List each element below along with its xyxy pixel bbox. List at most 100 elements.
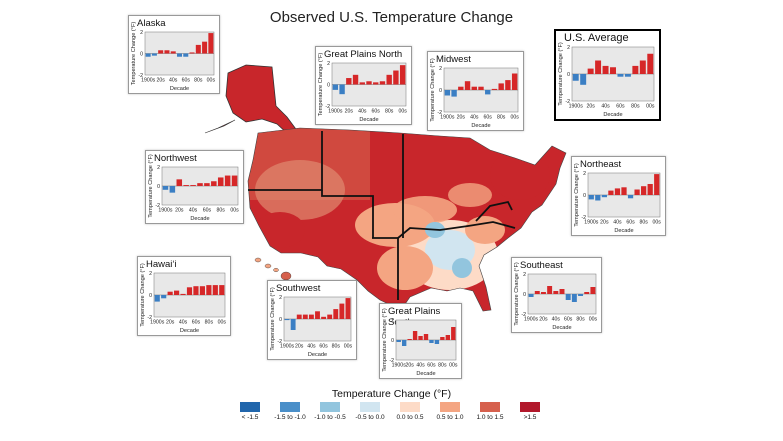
bar: [528, 294, 534, 297]
x-tick-label: 40s: [358, 109, 367, 115]
x-tick-label: 1900s: [158, 208, 173, 214]
bar: [290, 319, 296, 330]
x-tick-label: 1900s: [584, 220, 599, 226]
y-tick-label: -2: [521, 312, 526, 318]
y-axis-label: Temperature Change (°F): [382, 308, 388, 372]
x-axis-label: Decade: [190, 216, 209, 222]
bar: [154, 295, 160, 302]
bar: [498, 83, 504, 90]
x-axis-label: Decade: [614, 228, 633, 234]
y-tick-label: -2: [138, 73, 143, 79]
legend-swatch: [240, 402, 260, 412]
y-tick-label: 2: [279, 295, 282, 301]
x-axis-label: Decade: [308, 352, 327, 358]
y-axis-label: Temperature Change (°F): [270, 287, 276, 351]
y-tick-label: 2: [327, 61, 330, 67]
bar: [186, 287, 193, 295]
x-tick-label: 60s: [616, 104, 625, 110]
bar: [158, 50, 164, 54]
bar: [206, 285, 212, 295]
legend-label: 0.5 to 1.0: [436, 414, 464, 421]
y-tick-label: 0: [583, 193, 586, 199]
bar: [386, 74, 392, 85]
panel-us-average: U.S. Average -2 0 2 1900s 20s 40s 60s 80s 00s Dec…: [554, 29, 661, 121]
x-tick-label: 00s: [207, 78, 216, 84]
y-tick-label: 2: [439, 66, 442, 72]
legend-label: >1.5: [523, 414, 537, 421]
bar: [161, 295, 167, 299]
x-tick-label: 80s: [631, 104, 640, 110]
x-tick-label: 40s: [470, 115, 479, 121]
x-tick-label: 1900s: [280, 344, 295, 350]
bar: [373, 82, 379, 85]
x-tick-label: 1900s: [150, 320, 165, 326]
bar: [332, 84, 339, 90]
legend-label: 1.0 to 1.5: [476, 414, 504, 421]
x-axis-label: Decade: [359, 117, 378, 123]
bar: [471, 86, 477, 90]
legend-swatch: [360, 402, 380, 412]
panel-title: Midwest: [436, 54, 471, 65]
bar: [540, 292, 546, 294]
y-tick-label: 0: [157, 184, 160, 190]
bar: [602, 65, 609, 74]
bar: [193, 286, 199, 295]
bar: [451, 90, 457, 97]
bar: [654, 174, 660, 195]
bar: [429, 340, 434, 343]
bar: [491, 88, 498, 90]
x-tick-label: 40s: [307, 344, 316, 350]
bar: [169, 186, 176, 193]
bar: [176, 53, 183, 57]
panel-title: Southwest: [276, 283, 321, 294]
bar: [402, 340, 407, 346]
x-tick-label: 00s: [218, 320, 227, 326]
bar: [634, 189, 640, 195]
x-tick-label: 20s: [175, 208, 184, 214]
y-axis-label: Temperature Change (°F): [148, 154, 154, 218]
bar-chart-northeast: -2 0 2 1900s 20s 40s 60s 80s 00s Decade Temperatur…: [574, 163, 661, 234]
x-tick-label: 80s: [438, 363, 447, 369]
x-axis-label: Decade: [416, 371, 435, 377]
bar: [412, 331, 418, 340]
bar: [189, 52, 195, 54]
bar-chart-midwest: -2 0 2 1900s 20s 40s 60s 80s 00s Decade Temperatur…: [430, 58, 519, 129]
bar: [595, 60, 602, 74]
panel-title: U.S. Average: [564, 32, 629, 44]
x-tick-label: 20s: [586, 104, 595, 110]
bar: [584, 292, 590, 294]
x-tick-label: 60s: [626, 220, 635, 226]
bar: [339, 84, 345, 95]
bar-chart-great-plains-north: -2 0 2 1900s 20s 40s 60s 80s 00s Decade Temperatur…: [318, 53, 407, 123]
x-tick-label: 40s: [601, 104, 610, 110]
bar: [308, 314, 314, 319]
y-tick-label: 2: [149, 271, 152, 277]
bar: [440, 337, 445, 340]
legend-item: < -1.5: [230, 402, 270, 421]
bar: [204, 183, 210, 186]
panel-title: Northeast: [580, 159, 622, 170]
bar: [346, 78, 352, 85]
legend-item: -1.0 to -0.5: [310, 402, 350, 421]
bar: [578, 294, 584, 296]
x-tick-label: 80s: [497, 115, 506, 121]
bar: [451, 327, 456, 340]
legend-swatch: [280, 402, 300, 412]
bar: [190, 185, 196, 186]
x-tick-label: 1900s: [440, 115, 455, 121]
bar: [590, 287, 596, 294]
bar: [423, 334, 429, 340]
panel-great-plains-north: Great Plains North -2 0 2 1900s 20s 40s 60s 80s…: [315, 46, 412, 125]
x-tick-label: 20s: [345, 109, 354, 115]
bar-chart-southeast: -2 0 2 1900s 20s 40s 60s 80s 00s Decade Temperatur…: [514, 262, 597, 331]
panel-title: Hawai‘i: [146, 259, 177, 270]
x-tick-label: 40s: [416, 363, 425, 369]
legend-swatch: [520, 402, 540, 412]
bar: [202, 41, 208, 54]
bar: [587, 68, 594, 74]
bar: [327, 314, 333, 319]
bar: [553, 291, 559, 294]
y-axis-label: Temperature Change (°F): [558, 42, 564, 106]
x-tick-label: 80s: [576, 317, 585, 323]
y-tick-label: -2: [437, 110, 442, 116]
